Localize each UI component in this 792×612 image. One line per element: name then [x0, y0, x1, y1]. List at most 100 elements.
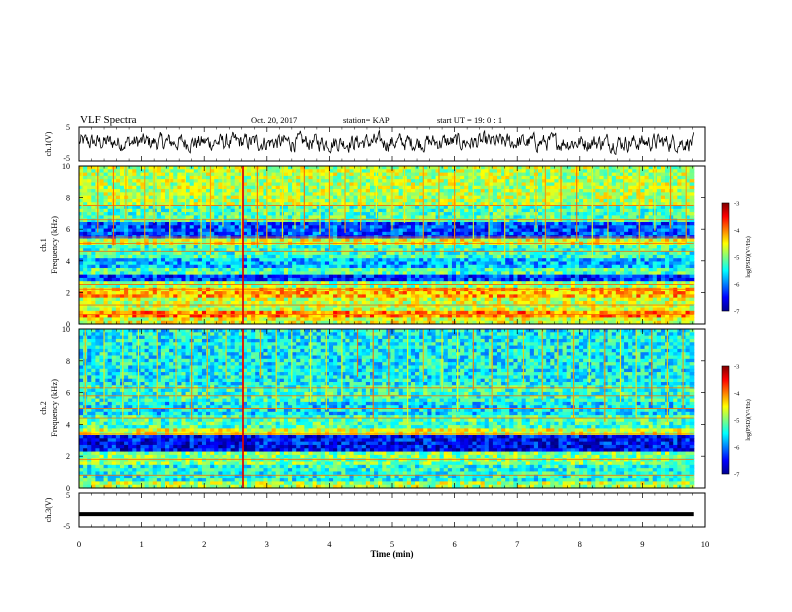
spectrogram-cell	[79, 261, 84, 266]
spectrogram-cell	[128, 231, 133, 236]
spectrogram-cell	[169, 215, 174, 220]
spectrogram-cell	[169, 277, 174, 282]
spectrogram-cell	[79, 310, 84, 315]
spectrogram-cell	[95, 271, 101, 276]
spectrogram-cell	[79, 248, 84, 253]
spectrogram-cell	[128, 287, 133, 292]
spectrogram-cell	[156, 271, 162, 276]
spectrogram-cell	[136, 212, 142, 216]
ch1-waveform-ylabel: ch.1(V)	[44, 131, 53, 156]
spectrogram-cell	[144, 268, 150, 272]
spectrogram-cell	[103, 320, 109, 325]
spectrogram-cell	[152, 320, 158, 325]
spectrogram-cell	[169, 291, 174, 295]
spectrogram-cell	[124, 261, 129, 266]
spectrogram-cell	[132, 166, 137, 170]
spectrogram-cell	[144, 317, 150, 322]
spectrogram-cell	[193, 175, 199, 180]
spectrogram-cell	[87, 317, 92, 322]
spectrogram-cell	[140, 228, 146, 233]
spectrogram-cell	[181, 294, 187, 299]
spectrogram-cell	[177, 320, 183, 325]
spectrogram-cell	[136, 297, 142, 302]
spectrogram-cell	[99, 297, 105, 302]
spectrogram-cell	[132, 320, 137, 325]
spectrogram-cell	[119, 172, 125, 177]
spectrogram-cell	[95, 310, 101, 315]
spectrogram-cell	[99, 251, 105, 256]
spectrogram-cell	[148, 192, 154, 197]
spectrogram-cell	[111, 185, 117, 190]
spectrogram-cell	[152, 238, 158, 243]
spectrogram-cell	[83, 291, 88, 295]
spectrogram-cell	[111, 251, 117, 256]
spectrogram-cell	[99, 215, 105, 220]
spectrogram-cell	[144, 320, 150, 325]
spectrogram-cell	[148, 215, 154, 220]
spectrogram-cell	[111, 248, 117, 253]
spectrogram-cell	[140, 291, 146, 295]
spectrogram-cell	[132, 245, 137, 249]
spectrogram-cell	[156, 300, 162, 305]
spectrogram-cell	[181, 254, 187, 259]
spectrogram-cell	[165, 254, 170, 259]
spectrogram-cell	[103, 221, 109, 226]
spectrogram-cell	[189, 300, 195, 305]
spectrogram-cell	[148, 297, 154, 302]
spectrogram-cell	[115, 314, 121, 319]
spectrogram-cell	[83, 192, 88, 197]
spectrogram-cell	[99, 221, 105, 226]
spectrogram-cell	[177, 172, 183, 177]
spectrogram-cell	[107, 268, 113, 272]
spectrogram-cell	[132, 310, 137, 315]
spectrogram-cell	[99, 169, 105, 174]
spectrogram-cell	[83, 182, 88, 187]
spectrogram-cell	[136, 221, 142, 226]
spectrogram-cell	[136, 225, 142, 230]
spectrogram-cell	[111, 297, 117, 302]
spectrogram-cell	[181, 198, 187, 203]
spectrogram-cell	[115, 245, 121, 249]
spectrogram-cell	[111, 264, 117, 269]
spectrogram-cell	[185, 297, 191, 302]
spectrogram-cell	[189, 291, 195, 295]
spectrogram-cell	[144, 245, 150, 249]
spectrogram-cell	[177, 189, 183, 193]
spectrogram-cell	[119, 212, 125, 216]
spectrogram-cell	[87, 320, 92, 325]
spectrogram-cell	[132, 287, 137, 292]
spectrogram-cell	[111, 215, 117, 220]
spectrogram-cell	[169, 274, 174, 279]
spectrogram-cell	[177, 166, 183, 170]
spectrogram-cell	[83, 202, 88, 207]
spectrogram-cell	[140, 254, 146, 259]
spectrogram-cell	[99, 268, 105, 272]
spectrogram-cell	[160, 281, 166, 286]
spectrogram-cell	[107, 320, 113, 325]
spectrogram-cell	[173, 175, 178, 180]
spectrogram-cell	[140, 231, 146, 236]
spectrogram-cell	[165, 274, 170, 279]
spectrogram-cell	[128, 297, 133, 302]
spectrogram-cell	[177, 202, 183, 207]
spectrogram-cell	[136, 205, 142, 210]
spectrogram-cell	[156, 277, 162, 282]
spectrogram-cell	[103, 268, 109, 272]
spectrogram-cell	[87, 304, 92, 309]
spectrogram-cell	[148, 264, 154, 269]
spectrogram-cell	[189, 205, 195, 210]
spectrogram-cell	[169, 261, 174, 266]
spectrogram-cell	[177, 258, 183, 263]
spectrogram-cell	[103, 208, 109, 213]
spectrogram-cell	[156, 307, 162, 312]
spectrogram-cell	[119, 254, 125, 259]
spectrogram-cell	[173, 225, 178, 230]
spectrogram-cell	[169, 228, 174, 233]
spectrogram-cell	[103, 166, 109, 170]
spectrogram-cell	[136, 175, 142, 180]
spectrogram-cell	[79, 231, 84, 236]
spectrogram-cell	[119, 245, 125, 249]
spectrogram-cell	[185, 225, 191, 230]
spectrogram-cell	[132, 179, 137, 184]
